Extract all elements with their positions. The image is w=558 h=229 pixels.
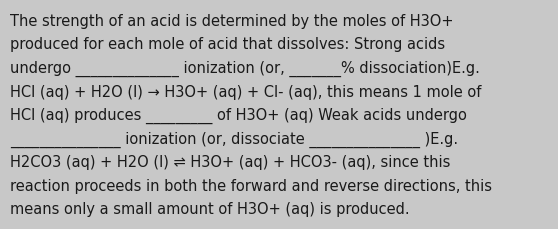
Text: means only a small amount of H3O+ (aq) is produced.: means only a small amount of H3O+ (aq) i… (10, 201, 410, 216)
Text: reaction proceeds in both the forward and reverse directions, this: reaction proceeds in both the forward an… (10, 178, 492, 193)
Text: HCl (aq) + H2O (l) → H3O+ (aq) + Cl- (aq), this means 1 mole of: HCl (aq) + H2O (l) → H3O+ (aq) + Cl- (aq… (10, 84, 482, 99)
Text: undergo ______________ ionization (or, _______% dissociation)E.g.: undergo ______________ ionization (or, _… (10, 61, 480, 77)
Text: H2CO3 (aq) + H2O (l) ⇌ H3O+ (aq) + HCO3- (aq), since this: H2CO3 (aq) + H2O (l) ⇌ H3O+ (aq) + HCO3-… (10, 154, 450, 169)
Text: produced for each mole of acid that dissolves: Strong acids: produced for each mole of acid that diss… (10, 37, 445, 52)
Text: _______________ ionization (or, dissociate _______________ )E.g.: _______________ ionization (or, dissocia… (10, 131, 458, 147)
Text: HCl (aq) produces _________ of H3O+ (aq) Weak acids undergo: HCl (aq) produces _________ of H3O+ (aq)… (10, 108, 467, 124)
Text: The strength of an acid is determined by the moles of H3O+: The strength of an acid is determined by… (10, 14, 454, 29)
